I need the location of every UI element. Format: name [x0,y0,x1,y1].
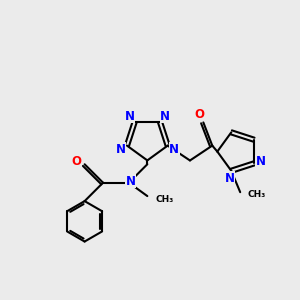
Text: N: N [116,143,125,156]
Text: CH₃: CH₃ [248,190,266,199]
Text: O: O [194,108,204,121]
Text: N: N [255,155,266,169]
Text: N: N [169,143,179,156]
Text: N: N [125,175,135,188]
Text: O: O [71,155,81,168]
Text: CH₃: CH₃ [156,194,174,203]
Text: N: N [160,110,170,123]
Text: N: N [124,110,134,123]
Text: N: N [225,172,235,185]
